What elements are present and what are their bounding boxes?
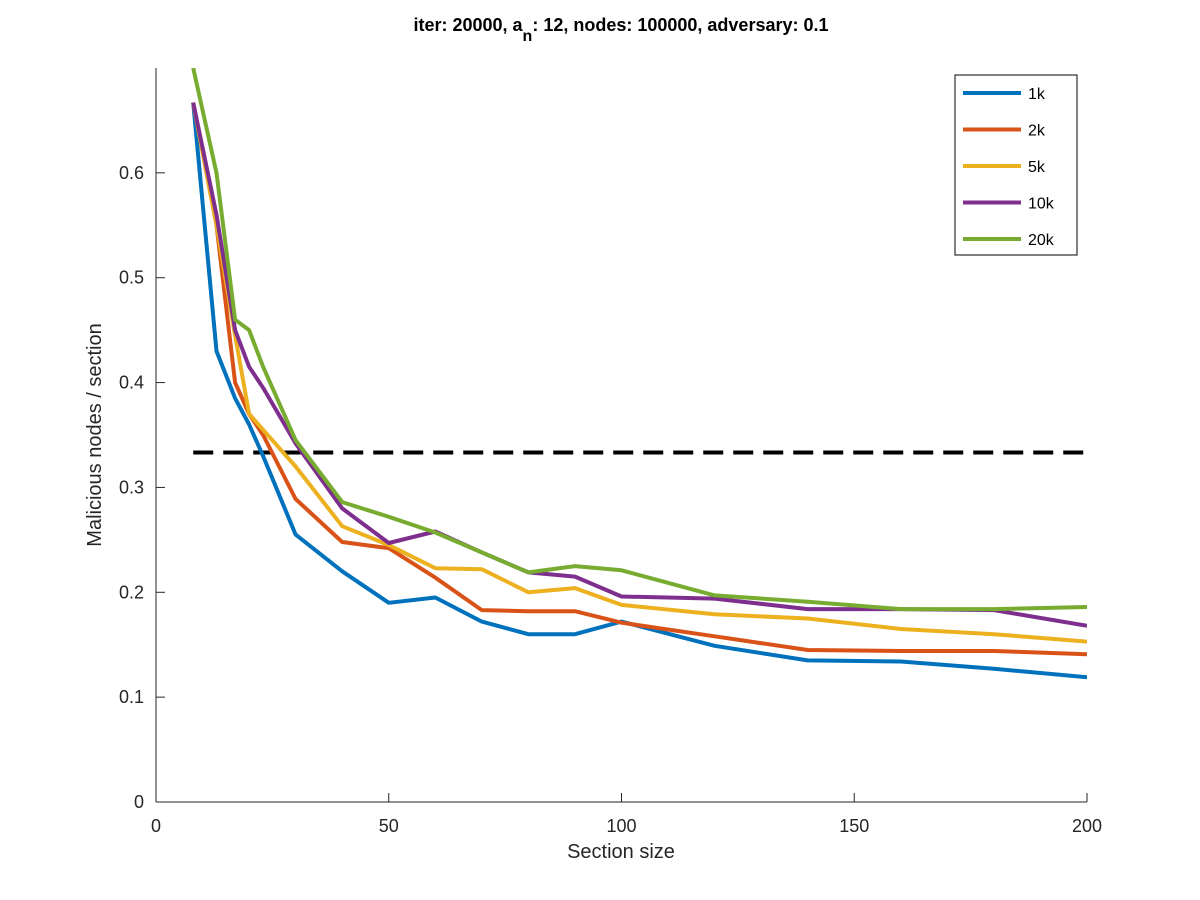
legend-label: 2k (1028, 123, 1046, 140)
chart-title-suffix: : 12, nodes: 100000, adversary: 0.1 (532, 15, 828, 35)
y-tick-label: 0.1 (119, 687, 144, 707)
chart-title-prefix: iter: 20000, a (413, 15, 523, 35)
legend-label: 10k (1028, 196, 1055, 213)
series-line-5k (191, 102, 1087, 644)
legend-label: 1k (1028, 86, 1046, 103)
series-line-20k (191, 68, 1087, 612)
y-tick-label: 0.3 (119, 477, 144, 497)
chart-title-subscript: n (523, 28, 533, 45)
y-axis-label: Malicious nodes / section (84, 323, 106, 546)
x-ticks: 0 50 100 150 200 (151, 793, 1102, 836)
chart-title: iter: 20000, an: 12, nodes: 100000, adve… (413, 15, 828, 45)
y-tick-label: 0.2 (119, 582, 144, 602)
x-axis-label: Section size (567, 841, 675, 863)
series-line-10k (191, 102, 1087, 628)
legend-label: 5k (1028, 159, 1046, 176)
x-tick-label: 150 (839, 816, 869, 836)
x-tick-label: 200 (1072, 816, 1102, 836)
series-line-2k (191, 102, 1087, 657)
legend-label: 20k (1028, 232, 1055, 249)
x-tick-label: 100 (606, 816, 636, 836)
x-tick-label: 0 (151, 816, 161, 836)
y-tick-label: 0.4 (119, 373, 144, 393)
y-tick-label: 0.6 (119, 163, 144, 183)
y-tick-label: 0 (134, 792, 144, 812)
series-line-1k (191, 102, 1087, 680)
legend-items: 1k 2k 5k 10k 20k (963, 86, 1055, 249)
plot-area (155, 68, 1087, 803)
y-ticks: 0 0.1 0.2 0.3 0.4 0.5 0.6 (119, 163, 165, 812)
x-tick-label: 50 (379, 816, 399, 836)
series-layer (191, 68, 1087, 680)
legend: 1k 2k 5k 10k 20k (954, 74, 1078, 256)
y-tick-label: 0.5 (119, 268, 144, 288)
